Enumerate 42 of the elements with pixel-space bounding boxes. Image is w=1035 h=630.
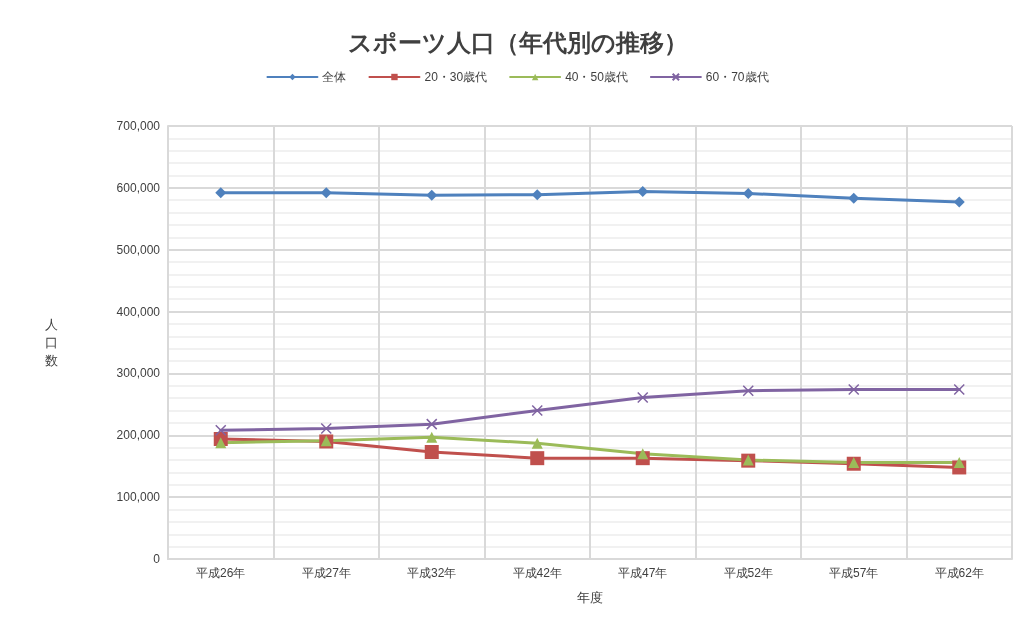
point — [424, 444, 439, 459]
point — [953, 457, 965, 468]
point — [320, 422, 332, 435]
x-tick-label: 平成52年 — [723, 566, 773, 580]
point — [320, 187, 332, 199]
point — [531, 437, 543, 449]
point — [637, 391, 649, 404]
point — [848, 383, 860, 396]
point — [637, 448, 649, 460]
x-tick-label: 平成42年 — [512, 566, 562, 580]
point — [426, 431, 438, 443]
y-tick-label: 100,000 — [116, 490, 161, 505]
y-tick-label: 300,000 — [116, 366, 161, 381]
point — [531, 404, 543, 417]
x-tick-label: 平成57年 — [829, 566, 879, 580]
y-tick-label: 600,000 — [116, 180, 161, 195]
x-tick-label: 平成47年 — [618, 566, 668, 580]
point — [215, 424, 227, 437]
y-tick-label: 400,000 — [116, 304, 161, 319]
point — [530, 451, 545, 466]
point — [215, 187, 227, 199]
x-tick-label: 平成27年 — [301, 566, 351, 580]
legend-label: 40・50歳代 — [565, 70, 628, 84]
point — [426, 418, 438, 430]
point — [742, 385, 754, 397]
y-tick-label: 200,000 — [116, 428, 161, 443]
point — [215, 437, 227, 449]
x-tick-label: 平成32年 — [407, 566, 457, 580]
y-axis-title: 人口数 — [45, 317, 58, 368]
x-tick-label: 平成26年 — [196, 566, 246, 580]
x-tick-label: 平成62年 — [934, 566, 984, 580]
y-tick-label: 500,000 — [116, 242, 161, 257]
legend-label: 60・70歳代 — [705, 70, 769, 84]
legend-label: 全体 — [322, 70, 347, 84]
legend-label: 20・30歳代 — [424, 70, 488, 84]
y-tick-label: 700,000 — [116, 119, 161, 133]
point — [531, 189, 543, 201]
x-axis-title: 年度 — [577, 590, 603, 605]
point — [426, 189, 438, 201]
chart-title: スポーツ人口（年代別の推移） — [347, 29, 688, 57]
point — [953, 383, 965, 396]
y-tick-label: 0 — [153, 552, 161, 566]
